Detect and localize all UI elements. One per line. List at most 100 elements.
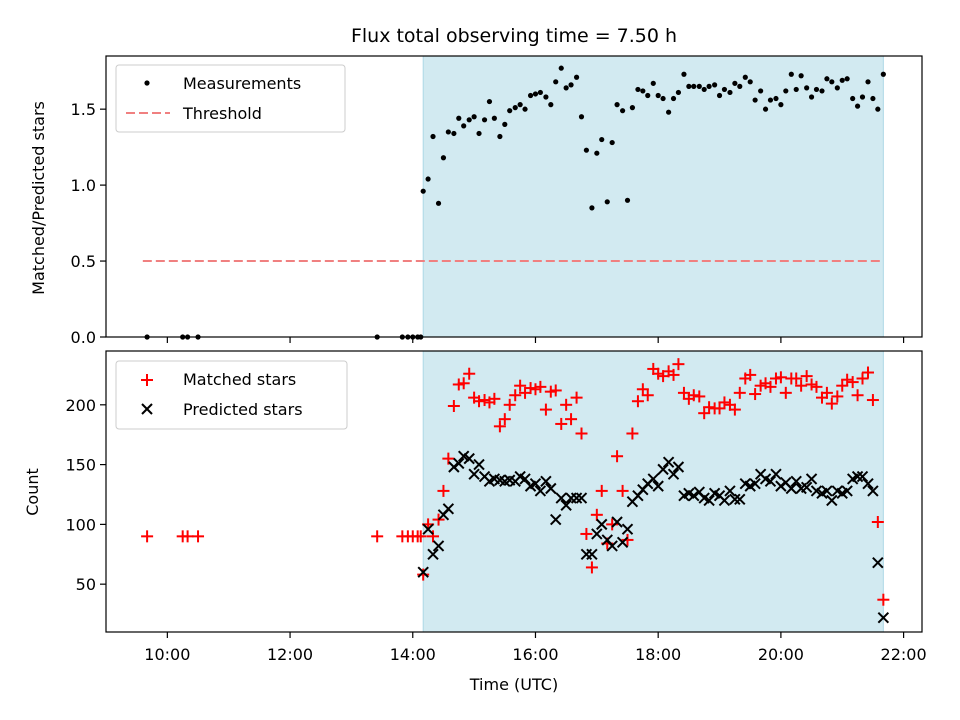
measurement-point [578,114,585,120]
matched-star-point [728,403,741,416]
matched-star-point [779,386,792,399]
bottom-ytick-label: 100 [65,515,96,534]
matched-star-point [667,368,680,381]
matched-star-point [790,372,803,385]
matched-star-point [555,417,568,430]
measurement-point [502,121,508,127]
legend-matched-marker [141,374,153,386]
measurement-point [701,86,707,93]
matched-star-point [417,568,430,581]
measurement-point [553,79,559,85]
predicted-star-point [463,452,475,465]
predicted-star-point [473,458,485,471]
measurement-point [712,82,718,88]
bottom-legend: Matched stars Predicted stars [115,360,348,430]
predicted-star-point [672,461,685,473]
predicted-star-point [427,548,439,560]
matched-star-point [810,380,823,393]
predicted-star-point [657,463,669,476]
predicted-star-point [591,528,603,540]
legend-measurements-label: Measurements [183,74,301,93]
predicted-star-point [621,523,634,535]
measurement-point [629,105,636,111]
top-panel: 0.0 0.5 1.0 1.5 Matched/Predicted stars Mea… [29,55,923,347]
matched-star-point [606,518,619,531]
matched-star-point [795,379,808,392]
measurement-point [793,86,799,93]
measurement-point [666,109,672,115]
matched-star-point [841,373,854,386]
matched-star-point [414,530,427,543]
measurement-point [804,85,810,91]
matched-star-point [570,391,583,404]
measurement-points [144,65,886,340]
measurement-point [435,200,442,206]
matched-star-point [856,372,869,385]
predicted-star-point [790,475,802,488]
top-ytick-label: 0.0 [71,328,96,347]
matched-star-point [493,420,506,433]
matched-star-point [192,530,205,543]
matched-star-point [595,484,608,497]
matched-star-point [503,398,516,411]
measurement-point [721,86,728,93]
measurement-point [609,139,615,146]
measurement-point [425,176,431,182]
predicted-star-point [616,536,629,549]
measurement-point [788,71,794,77]
predicted-star-point [555,492,567,504]
matched-star-point [488,392,501,405]
matched-star-point [457,377,470,390]
matched-star-point [447,400,460,413]
legend-matched-label: Matched stars [183,370,296,389]
bottom-x-ticks: 10:00 12:00 14:00 16:00 18:00 20:00 22:00 [144,632,927,664]
predicted-star-point [560,499,572,511]
measurement-point [681,71,687,77]
bottom-ytick-label: 50 [76,575,96,594]
measurement-point [778,102,784,108]
measurement-point [691,83,697,89]
top-shaded-span [422,55,884,338]
predicted-star-point [652,480,664,492]
bottom-xtick-label: 22:00 [881,645,927,664]
measurement-point [839,77,845,83]
matched-star-point [831,390,844,403]
top-legend-box [115,64,346,133]
predicted-star-point [519,473,531,485]
predicted-star-point [540,475,552,488]
measurement-point [466,117,472,123]
measurement-point [675,89,682,96]
matched-star-point [585,561,598,574]
matched-star-point [590,508,603,521]
measurement-point [758,88,764,94]
matched-star-point [181,530,194,543]
measurement-point [543,94,549,100]
measurement-point [583,147,589,153]
predicted-star-point [734,493,746,505]
measurement-point [527,92,534,99]
measurement-point [573,74,580,80]
matched-star-point [621,533,634,546]
predicted-star-point [606,540,618,552]
top-legend: Measurements Threshold [115,64,346,133]
measurement-point [783,88,789,94]
matched-star-point [509,389,522,402]
measurement-point [650,80,656,86]
matched-star-point [825,397,838,410]
measurement-point [486,98,493,105]
bottom-xtick-label: 12:00 [267,645,313,664]
matched-star-point [733,386,746,399]
measurement-point [451,130,457,137]
measurement-point [445,129,451,135]
predicted-star-point [611,516,623,528]
matched-stars-points [141,358,890,606]
chart-title: Flux total observing time = 7.50 h [351,25,677,47]
matched-star-point [539,403,552,416]
matched-star-point [641,389,654,402]
measurement-point [813,86,820,93]
matched-star-point [749,388,762,401]
measurement-point [604,199,610,205]
measurement-point [624,197,631,203]
measurement-point [670,95,677,102]
predicted-star-point [841,485,853,497]
